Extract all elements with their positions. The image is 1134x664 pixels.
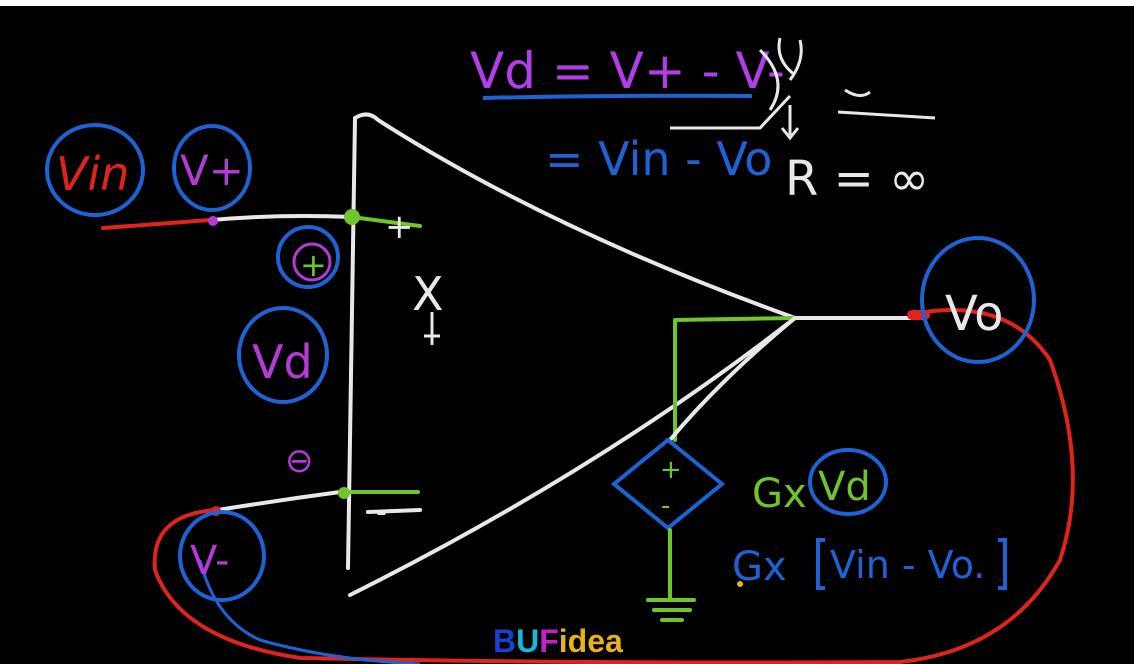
plus-pin-label: + [385,207,414,247]
vin-label-group: Vin [45,123,145,217]
cursor-dot [737,581,743,587]
plus-node-dot [344,209,360,225]
watermark-u: U [516,623,539,659]
minus-symbol: ⊖ [285,441,314,481]
source-minus-sign: - [661,491,670,521]
feedback-loop [152,308,1075,664]
gain-1-g: Gx [752,471,807,517]
vminus-label-group: V- [178,510,266,602]
minus-node-dot [338,487,350,499]
bufidea-watermark: BUFidea [493,623,623,659]
vo-label: Vo [945,286,1003,342]
watermark-b: B [493,623,516,659]
gain-expression-2: Gx Vin - Vo. [732,538,1007,590]
resistance-infinite: R = ∞ [785,151,929,207]
vd-label-group: Vd [237,306,329,404]
svg-text:BUFidea: BUFidea [493,623,623,659]
vplus-label: V+ [180,146,244,195]
input-cross-mark: X [412,267,444,321]
plus-circle-label: + [300,246,327,284]
feedback-loop-blue-trail [198,559,421,664]
gain-2-expr: Vin - Vo. [830,543,985,587]
top-edge-strip [0,0,1134,6]
vin-label: Vin [56,147,129,201]
minus-pin-label: - [376,495,387,530]
source-plus-sign: + [660,455,682,485]
watermark-f: F [539,623,559,659]
vminus-label: V- [190,538,229,584]
gain-1-vd: Vd [818,464,871,510]
opamp-triangle [346,112,797,597]
gain-expression-1: Gx Vd [752,448,888,517]
equation-2: = Vin - Vo [545,132,772,186]
input-cross-arrow [424,312,440,345]
plus-circle-group: + [276,225,340,289]
watermark-idea: idea [559,623,623,659]
dependent-voltage-source [610,316,797,622]
vplus-node-dot [208,216,218,226]
equation-1: Vd = V+ - V- [470,42,785,100]
vd-label: Vd [252,335,313,389]
input-wires [101,214,422,514]
vo-label-group: Vo [920,236,1036,364]
vplus-label-group: V+ [172,124,252,212]
equation-1-group: Vd = V+ - V- [470,37,936,141]
output-wire [793,310,930,320]
